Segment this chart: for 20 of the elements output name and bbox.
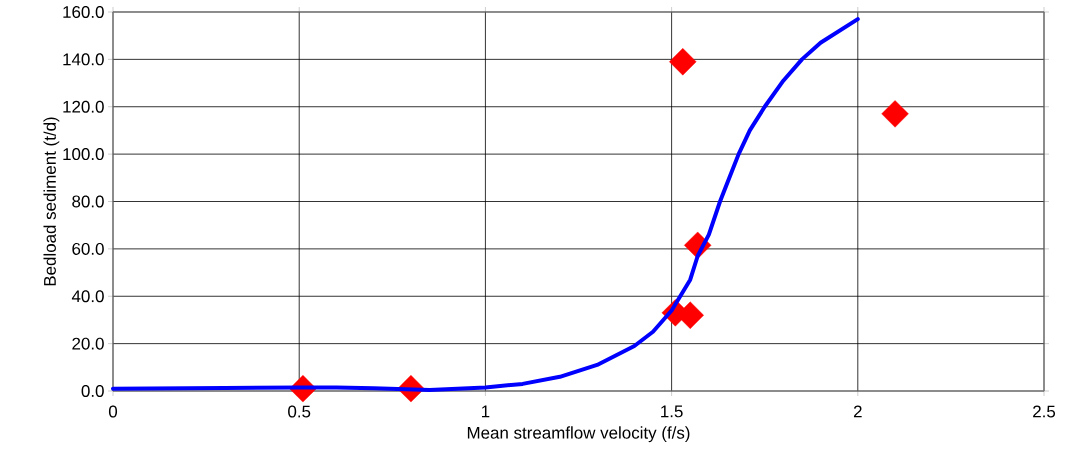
- y-tick-label: 40.0: [71, 290, 104, 303]
- x-tick-label: 1.5: [661, 405, 683, 418]
- line-series: [111, 17, 860, 393]
- y-tick-label: 80.0: [72, 195, 104, 208]
- x-tick-label: 0: [108, 405, 118, 418]
- y-tick-label: 20.0: [72, 337, 104, 350]
- y-tick-label: 60.0: [72, 242, 104, 255]
- y-tick-label: 100.0: [63, 148, 104, 161]
- y-axis-title: Bedload sediment (t/d): [43, 117, 60, 286]
- y-tick-label: 140.0: [63, 53, 104, 66]
- x-tick-label: 2.5: [1033, 405, 1056, 418]
- x-axis-title: Mean streamflow velocity (f/s): [467, 426, 690, 443]
- x-tick-label: 2: [853, 405, 862, 418]
- point: [881, 100, 909, 128]
- x-tick-label: 0.5: [288, 405, 311, 418]
- point: [669, 48, 697, 76]
- y-tick-label: 160.0: [63, 6, 104, 18]
- y-tick-label: 0.0: [81, 385, 104, 397]
- y-tick-label: 120.0: [63, 100, 104, 113]
- x-tick-label: 1: [481, 405, 490, 418]
